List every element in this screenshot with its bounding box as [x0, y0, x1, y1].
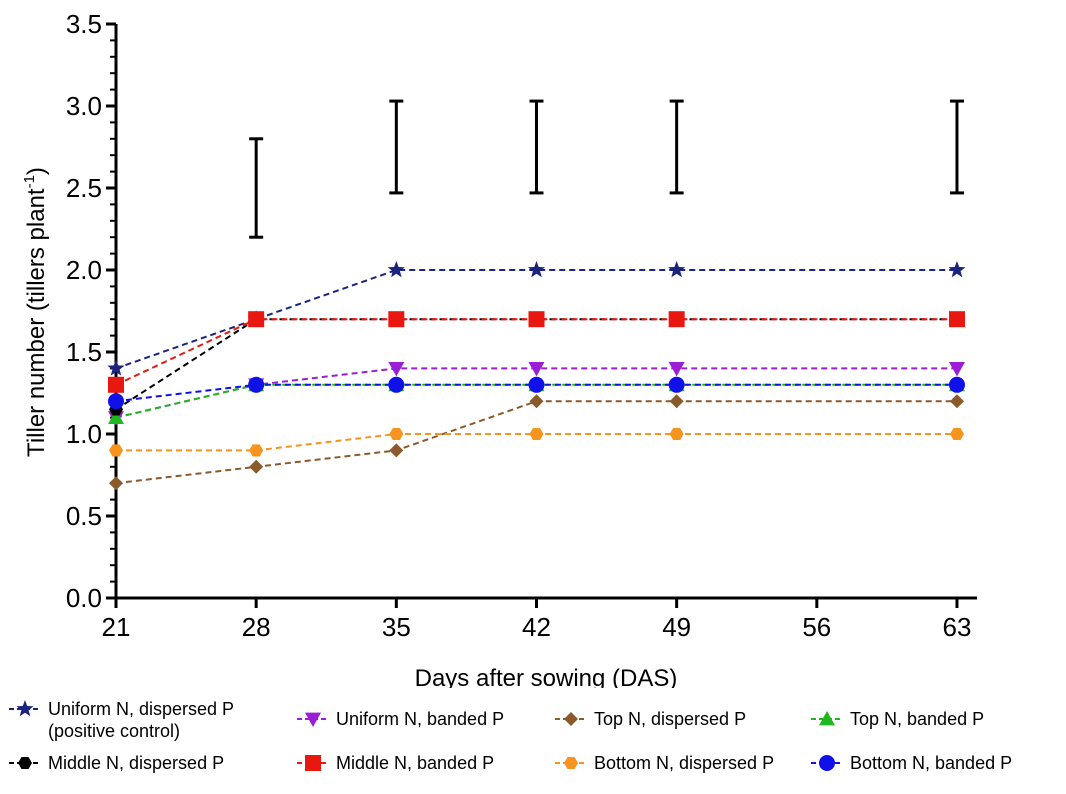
- data-point-s6: [108, 376, 124, 393]
- data-point-s1: [107, 359, 125, 376]
- data-point-s8: [248, 376, 265, 393]
- y-tick-label: 3.0: [66, 91, 102, 121]
- x-tick-label: 49: [662, 612, 691, 642]
- y-tick-label: 0.0: [66, 583, 102, 613]
- legend-marker: [819, 755, 835, 771]
- y-tick-label: 1.0: [66, 419, 102, 449]
- data-point-s3: [389, 443, 404, 458]
- data-point-s1: [387, 261, 405, 278]
- data-point-s8: [108, 393, 124, 410]
- legend-item: Bottom N, banded P: [810, 752, 1012, 774]
- data-point-s4: [108, 409, 124, 424]
- legend-item: Uniform N, banded P: [296, 708, 504, 730]
- legend-marker: [16, 700, 34, 717]
- data-point-s6: [388, 311, 405, 328]
- data-point-s1: [668, 261, 686, 278]
- legend-label: Top N, dispersed P: [594, 709, 747, 729]
- legend-marker: [305, 755, 321, 771]
- error-bar: [529, 99, 544, 195]
- data-point-s3: [669, 394, 684, 409]
- legend-item: Bottom N, dispersed P: [554, 752, 774, 774]
- data-point-s7: [949, 427, 964, 441]
- data-point-s2: [948, 362, 965, 377]
- data-point-s2: [528, 362, 545, 377]
- legend-swatch: [297, 755, 329, 771]
- legend-label: Uniform N, banded P: [336, 709, 505, 729]
- legend-swatch: [297, 712, 329, 727]
- x-tick-label: 21: [102, 612, 131, 642]
- y-tick-label: 2.0: [66, 255, 102, 285]
- legend-label: Bottom N, dispersed P: [594, 753, 775, 773]
- data-point-s8: [528, 376, 545, 393]
- legend-marker: [564, 712, 578, 726]
- legend-marker: [564, 756, 578, 770]
- data-point-s7: [389, 427, 404, 441]
- data-point-s3: [109, 476, 123, 491]
- chart: 0.0 0.5 1.0 1.5 2.0 2.5 3.0 3.5 21 28 35 42 49 56 63 D…: [21, 9, 977, 688]
- legend-label: Middle N, dispersed P: [48, 753, 225, 773]
- data-point-s7: [669, 427, 684, 441]
- legend-label: Uniform N, dispersed P (positive control…: [48, 699, 235, 741]
- x-tick-label: 28: [242, 612, 271, 642]
- legend-item: Top N, banded P: [810, 708, 984, 730]
- legend-marker: [18, 756, 32, 770]
- data-point-s6: [528, 311, 545, 328]
- legend-item: Top N, dispersed P: [554, 708, 746, 730]
- data-point-s2: [668, 362, 685, 377]
- series-line-6: [115, 318, 957, 386]
- data-point-s3: [249, 459, 264, 474]
- y-tick-label: 2.5: [66, 173, 102, 203]
- x-tick-label: 42: [522, 612, 551, 642]
- legend-swatch: [555, 756, 587, 770]
- y-tick-label: 3.5: [66, 9, 102, 39]
- x-tick-label: 35: [382, 612, 411, 642]
- data-point-s1: [527, 261, 546, 278]
- data-point-s2: [388, 362, 405, 377]
- error-bar: [949, 99, 964, 195]
- data-point-s7: [249, 444, 264, 457]
- data-point-s6: [668, 311, 685, 328]
- legend-label: Bottom N, banded P: [850, 753, 1013, 773]
- series-line-7: [116, 433, 957, 452]
- y-tick-label: 0.5: [66, 501, 102, 531]
- data-point-s3: [529, 394, 544, 409]
- series-line-1: [115, 269, 957, 370]
- y-axis-label: Tiller number (tillers plant-1): [21, 167, 50, 457]
- data-point-s8: [388, 376, 405, 393]
- legend-swatch: [555, 712, 587, 726]
- legend-item: Middle N, banded P: [296, 752, 494, 774]
- data-point-s6: [248, 311, 265, 328]
- legend-marker: [305, 712, 321, 727]
- legend-label: Middle N, banded P: [336, 753, 495, 773]
- legend-item: Uniform N, dispersed P (positive control…: [8, 698, 234, 742]
- legend-swatch: [811, 755, 843, 771]
- error-bar: [669, 99, 684, 195]
- data-point-s8: [948, 376, 965, 393]
- legend-label: Top N, banded P: [850, 709, 985, 729]
- data-point-s3: [949, 394, 964, 409]
- series-line-2: [115, 367, 957, 419]
- series-line-3: [115, 400, 957, 485]
- data-point-s7: [109, 444, 123, 457]
- legend-item: Middle N, dispersed P: [8, 752, 224, 774]
- legend-marker: [819, 711, 835, 726]
- x-tick-label: 56: [802, 612, 831, 642]
- x-tick-label: 63: [943, 612, 972, 642]
- error-bar: [389, 99, 404, 195]
- data-point-s1: [948, 261, 966, 278]
- x-axis-label: Days after sowing (DAS): [415, 665, 678, 688]
- legend-swatch: [811, 711, 843, 726]
- y-tick-label: 1.5: [66, 337, 102, 367]
- series-line-8: [115, 383, 957, 403]
- data-point-s7: [529, 427, 544, 441]
- error-bar: [249, 137, 264, 239]
- data-point-s8: [668, 376, 685, 393]
- legend-swatch: [9, 756, 41, 770]
- legend-swatch: [9, 700, 41, 717]
- data-point-s6: [948, 311, 965, 328]
- legend: Uniform N, dispersed P (positive control…: [0, 688, 1066, 794]
